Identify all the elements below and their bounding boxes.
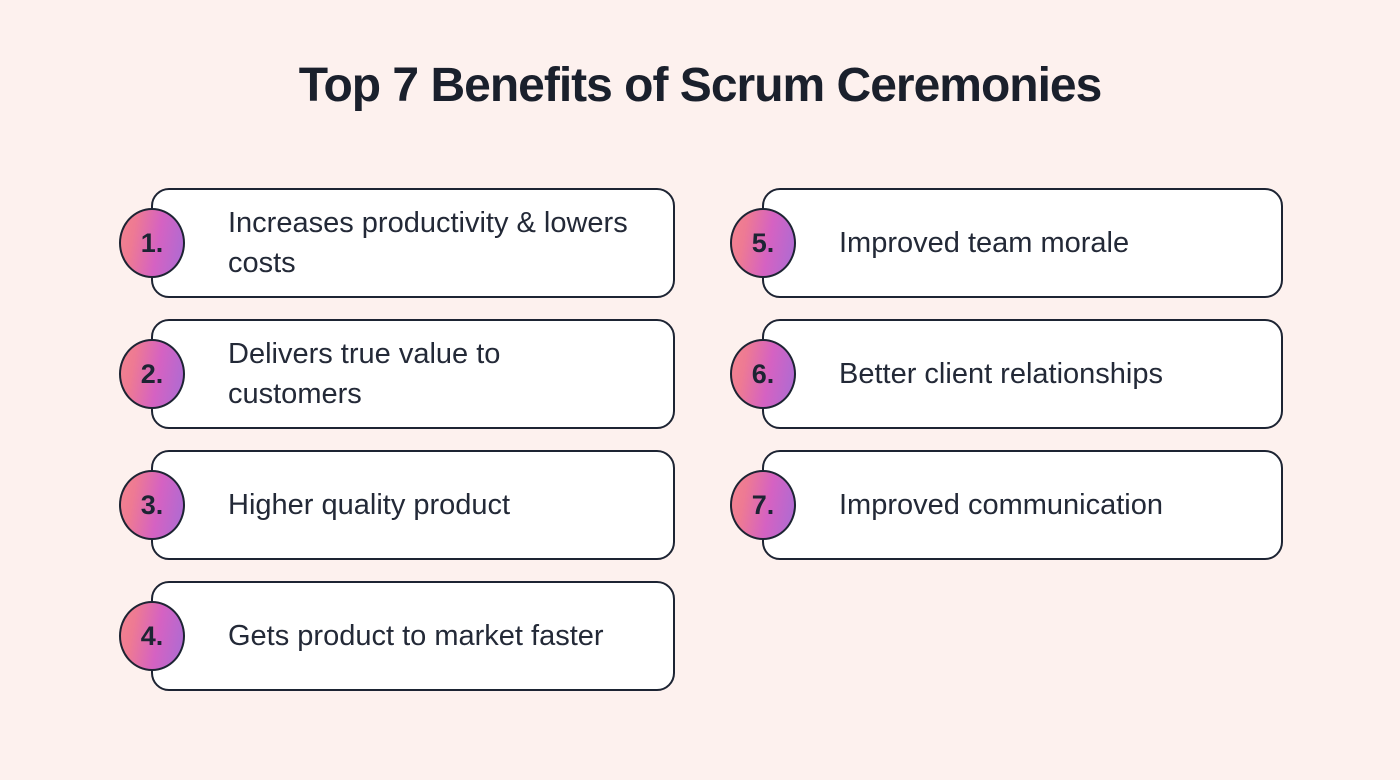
number-badge: 1. bbox=[119, 208, 185, 278]
benefit-label: Increases productivity & lowers costs bbox=[228, 207, 628, 279]
benefit-label: Better client relationships bbox=[839, 358, 1163, 390]
benefit-card-7: 7. Improved communication bbox=[730, 450, 1283, 560]
number-badge: 5. bbox=[730, 208, 796, 278]
benefit-card-5: 5. Improved team morale bbox=[730, 188, 1283, 298]
benefit-card-3: 3. Higher quality product bbox=[119, 450, 675, 560]
benefit-label: Improved team morale bbox=[839, 227, 1130, 259]
number-badge: 2. bbox=[119, 339, 185, 409]
benefit-label: Improved communication bbox=[839, 489, 1163, 521]
number-badge: 3. bbox=[119, 470, 185, 540]
number-badge: 4. bbox=[119, 601, 185, 671]
benefit-card-1: 1. Increases productivity & lowers costs bbox=[119, 188, 675, 298]
benefit-label: Gets product to market faster bbox=[228, 620, 604, 652]
benefit-label: Delivers true value to customers bbox=[228, 338, 501, 410]
number-badge: 7. bbox=[730, 470, 796, 540]
benefit-card-6: 6. Better client relationships bbox=[730, 319, 1283, 429]
benefit-card-4: 4. Gets product to market faster bbox=[119, 581, 675, 691]
page-title: Top 7 Benefits of Scrum Ceremonies bbox=[298, 59, 1103, 112]
benefit-card-2: 2. Delivers true value to customers bbox=[119, 319, 675, 429]
benefit-label: Higher quality product bbox=[228, 489, 511, 521]
benefits-grid: 1. Increases productivity & lowers costs… bbox=[119, 188, 1283, 691]
number-badge: 6. bbox=[730, 339, 796, 409]
